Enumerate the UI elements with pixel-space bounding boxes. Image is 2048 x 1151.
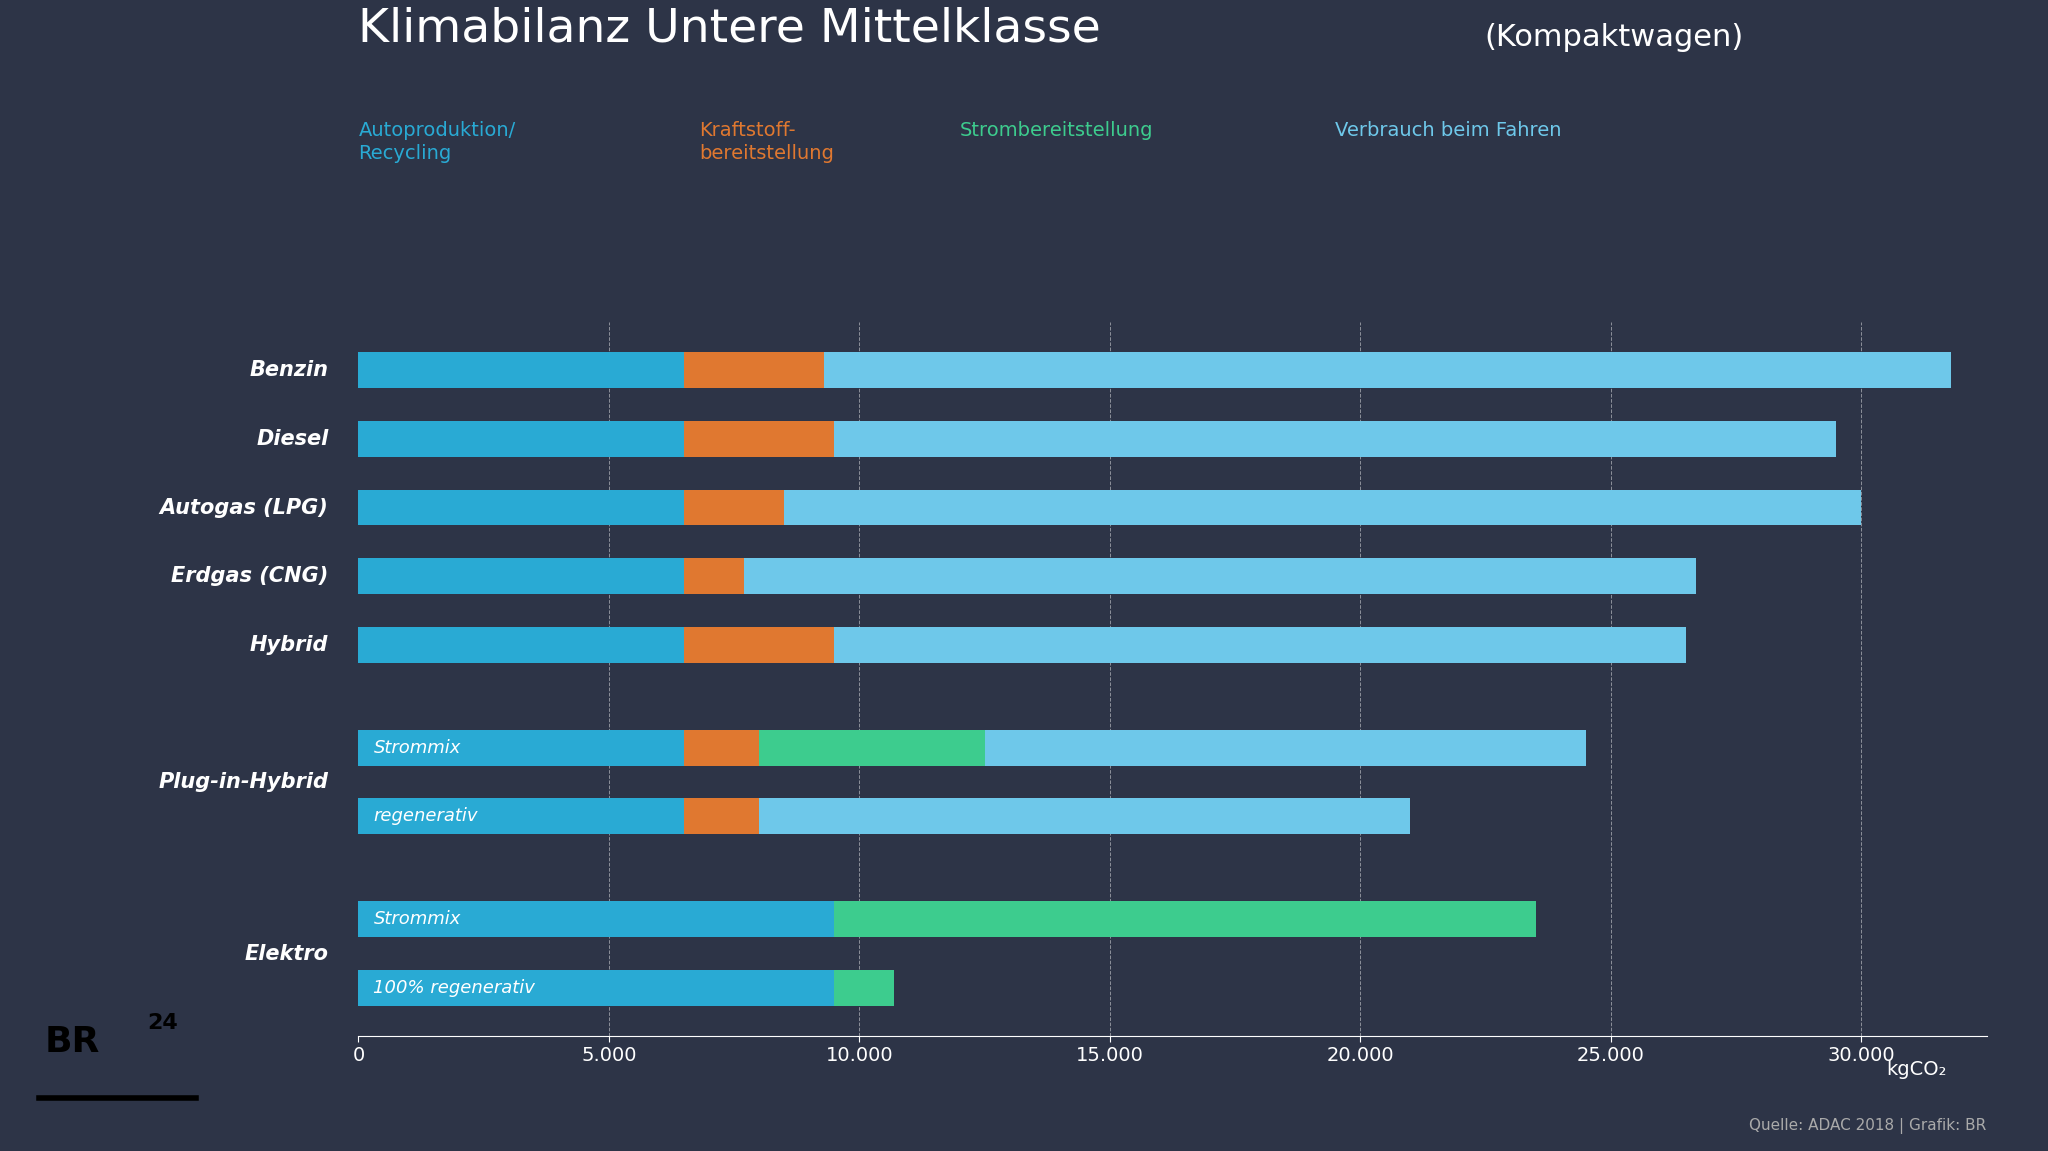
Bar [358,901,834,937]
Bar [358,489,684,525]
Bar [784,489,1862,525]
Bar [834,970,895,1006]
Bar [684,799,760,834]
Text: Verbrauch beim Fahren: Verbrauch beim Fahren [1335,121,1563,140]
Text: Autoproduktion/
Recycling: Autoproduktion/ Recycling [358,121,516,163]
Text: 100% regenerativ: 100% regenerativ [373,978,535,997]
Text: kgCO₂: kgCO₂ [1886,1060,1948,1078]
Bar [834,421,1837,457]
Text: Autogas (LPG): Autogas (LPG) [160,497,328,518]
Bar [743,558,1696,594]
Bar [823,352,1952,388]
Bar [760,730,985,765]
Bar [358,627,684,663]
Bar [684,730,760,765]
Text: Plug-in-Hybrid: Plug-in-Hybrid [158,772,328,792]
Text: 24: 24 [147,1013,178,1032]
Bar [684,421,834,457]
Bar [684,627,834,663]
Text: Strombereitstellung: Strombereitstellung [961,121,1153,140]
Text: Kraftstoff-
bereitstellung: Kraftstoff- bereitstellung [698,121,834,163]
Bar [358,352,684,388]
Text: Benzin: Benzin [250,360,328,380]
Bar [358,558,684,594]
Text: Erdgas (CNG): Erdgas (CNG) [172,566,328,586]
Bar [684,352,823,388]
Text: BR: BR [45,1026,100,1059]
Bar [684,489,784,525]
Bar [985,730,1585,765]
Text: Elektro: Elektro [244,944,328,963]
Text: Klimabilanz Untere Mittelklasse: Klimabilanz Untere Mittelklasse [358,7,1102,52]
Bar [358,421,684,457]
Text: Strommix: Strommix [373,910,461,928]
Bar [358,799,684,834]
Bar [358,730,684,765]
Text: Quelle: ADAC 2018 | Grafik: BR: Quelle: ADAC 2018 | Grafik: BR [1749,1118,1987,1134]
Bar [760,799,1411,834]
Text: regenerativ: regenerativ [373,807,477,825]
Bar [358,970,834,1006]
Text: Hybrid: Hybrid [250,635,328,655]
Text: Diesel: Diesel [256,429,328,449]
Bar [684,558,743,594]
Text: (Kompaktwagen): (Kompaktwagen) [1485,23,1745,52]
Bar [834,627,1686,663]
Bar [834,901,1536,937]
Text: Strommix: Strommix [373,739,461,756]
